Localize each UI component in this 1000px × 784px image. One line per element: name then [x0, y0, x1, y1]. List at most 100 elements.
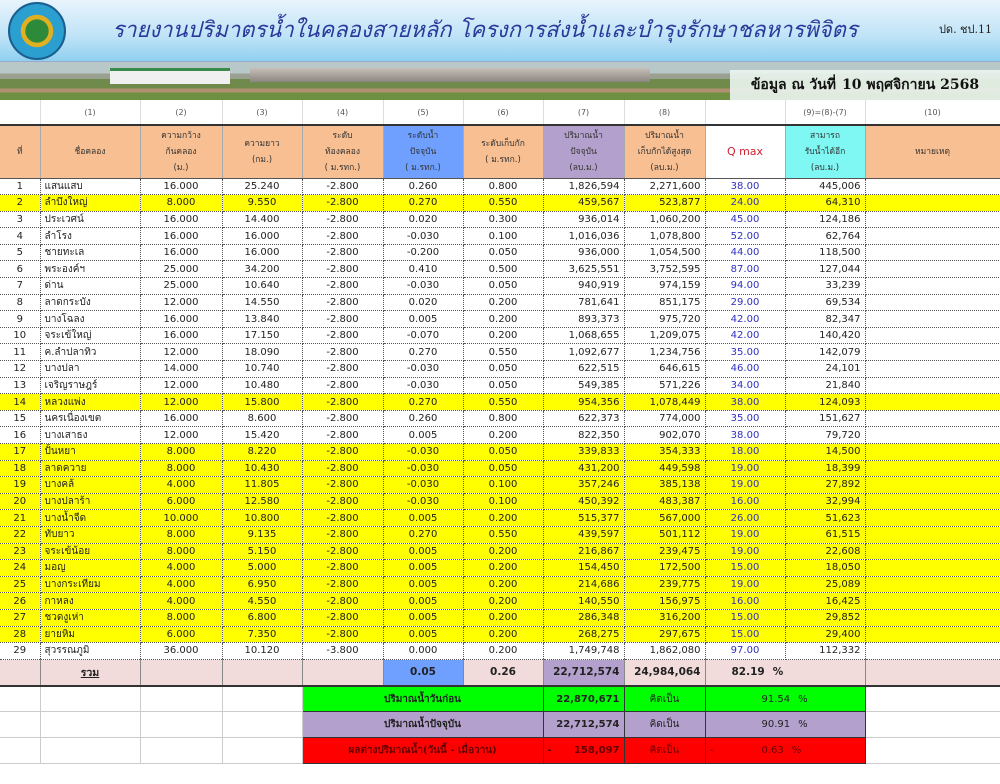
cell-volume: 622,515 [543, 360, 625, 378]
cell-remaining: 142,079 [785, 343, 866, 362]
empty-cell [140, 659, 223, 688]
cell-note [865, 476, 1000, 494]
summary-amount: 158,097 [573, 744, 620, 756]
cell-name: หลวงแพ่ง [40, 393, 141, 411]
cell-storage: 0.050 [463, 377, 544, 395]
column-header-line: รับน้ำได้อีก [804, 146, 846, 157]
cell-level: 0.260 [383, 410, 464, 428]
column-header-line: (ลบ.ม.) [569, 162, 598, 173]
cell-qmax: 19.00 [705, 576, 786, 594]
cell-level: 0.410 [383, 260, 464, 279]
cell-remaining: 14,500 [785, 443, 866, 461]
cell-length: 10.480 [222, 377, 303, 395]
cell-storage: 0.200 [463, 426, 544, 444]
empty-cell [222, 659, 303, 688]
table-row: 11 ค.ลำปลาทิว 12.000 18.090 -2.800 0.270 0.550… [0, 343, 1000, 362]
column-header-line: ระดับน้ำ [407, 130, 439, 141]
total-percent-value: 82.19 [731, 666, 765, 679]
column-header-line: เก็บกักได้สูงสุด [637, 146, 692, 157]
cell-level: 0.005 [383, 543, 464, 561]
cell-no: 18 [0, 460, 41, 478]
cell-storage: 0.050 [463, 277, 544, 295]
cell-max-volume: 774,000 [624, 410, 706, 428]
cell-remaining: 32,994 [785, 493, 866, 511]
table-row: 29 สุวรรณภูมิ 36.000 10.120 -3.800 0.000 0.200… [0, 642, 1000, 660]
cell-volume: 339,833 [543, 443, 625, 461]
cell-bed: -2.800 [302, 476, 384, 494]
cell-width: 4.000 [140, 476, 223, 494]
cell-length: 34.200 [222, 260, 303, 279]
cell-length: 4.550 [222, 592, 303, 610]
empty-cell [222, 686, 303, 713]
cell-max-volume: 646,615 [624, 360, 706, 378]
cell-width: 12.000 [140, 343, 223, 362]
cell-max-volume: 385,138 [624, 476, 706, 494]
report-date: ข้อมูล ณ วันที่ 10 พฤศจิกายน 2568 [730, 70, 1000, 100]
cell-qmax: 15.00 [705, 626, 786, 644]
cell-max-volume: 2,271,600 [624, 178, 706, 196]
cell-volume: 268,275 [543, 626, 625, 644]
cell-name: มอญ [40, 559, 141, 577]
cell-length: 11.805 [222, 476, 303, 494]
cell-width: 6.000 [140, 626, 223, 644]
cell-volume: 515,377 [543, 509, 625, 527]
cell-remaining: 16,425 [785, 592, 866, 610]
cell-storage: 0.050 [463, 443, 544, 461]
cell-length: 10.740 [222, 360, 303, 378]
cell-width: 25.000 [140, 260, 223, 279]
cell-qmax: 16.00 [705, 493, 786, 511]
cell-width: 16.000 [140, 244, 223, 262]
cell-bed: -2.800 [302, 260, 384, 279]
header-row: ที่ ชื่อคลอง ความกว้าง ก้นคลอง (ม.) ความยาว (ก… [0, 125, 1000, 179]
cell-bed: -2.800 [302, 509, 384, 527]
cell-remaining: 25,089 [785, 576, 866, 594]
column-header-line: Q max [726, 144, 764, 158]
cell-level: -0.030 [383, 377, 464, 395]
column-number: (10) [865, 100, 1000, 126]
cell-max-volume: 1,078,449 [624, 393, 706, 411]
table-row: 1 แสนแสบ 16.000 25.240 -2.800 0.260 0.800 1,826… [0, 178, 1000, 196]
cell-qmax: 42.00 [705, 327, 786, 345]
cell-volume: 431,200 [543, 460, 625, 478]
summary-label: ผลต่างปริมาณน้ำ(วันนี้ - เมื่อวาน) [301, 736, 544, 764]
cell-storage: 0.050 [463, 360, 544, 378]
cell-no: 6 [0, 260, 41, 279]
summary-as-label: คิดเป็น [623, 685, 706, 713]
cell-length: 8.220 [222, 443, 303, 461]
cell-length: 10.120 [222, 642, 303, 660]
cell-qmax: 19.00 [705, 460, 786, 478]
cell-level: -0.030 [383, 443, 464, 461]
cell-storage: 0.200 [463, 576, 544, 594]
column-header: ที่ [0, 125, 41, 179]
cell-qmax: 15.00 [705, 559, 786, 577]
table-row: 24 มอญ 4.000 5.000 -2.800 0.005 0.200 154,450 17… [0, 559, 1000, 577]
cell-remaining: 29,400 [785, 626, 866, 644]
cell-name: ทับยาว [40, 526, 141, 544]
empty-cell [865, 711, 1000, 738]
cell-bed: -2.800 [302, 592, 384, 610]
cell-level: 0.000 [383, 642, 464, 660]
cell-no: 12 [0, 360, 41, 378]
cell-volume: 822,350 [543, 426, 625, 444]
table-row: 14 หลวงแพ่ง 12.000 15.800 -2.800 0.270 0.550 95… [0, 393, 1000, 411]
cell-length: 15.800 [222, 393, 303, 411]
table-row: 23 จระเข้น้อย 8.000 5.150 -2.800 0.005 0.200 21… [0, 543, 1000, 561]
cell-no: 10 [0, 327, 41, 345]
empty-cell [40, 686, 141, 713]
cell-length: 14.550 [222, 294, 303, 312]
cell-width: 16.000 [140, 211, 223, 229]
cell-storage: 0.100 [463, 493, 544, 511]
cell-remaining: 22,608 [785, 543, 866, 561]
column-number: (2) [140, 100, 223, 126]
cell-name: บางกระเทียม [40, 576, 141, 594]
column-number-row: (1) (2) (3) (4) (5) (6) (7) (8) (9)=(8)-(7) (10) [0, 100, 1000, 126]
empty-cell [0, 686, 41, 713]
cell-volume: 459,567 [543, 194, 625, 212]
cell-length: 6.950 [222, 576, 303, 594]
cell-name: สุวรรณภูมิ [40, 642, 141, 660]
total-percent-unit: % [772, 666, 784, 679]
empty-cell [0, 737, 41, 764]
cell-no: 26 [0, 592, 41, 610]
summary-percent-value: 90.91 [761, 719, 791, 731]
cell-storage: 0.550 [463, 393, 544, 411]
